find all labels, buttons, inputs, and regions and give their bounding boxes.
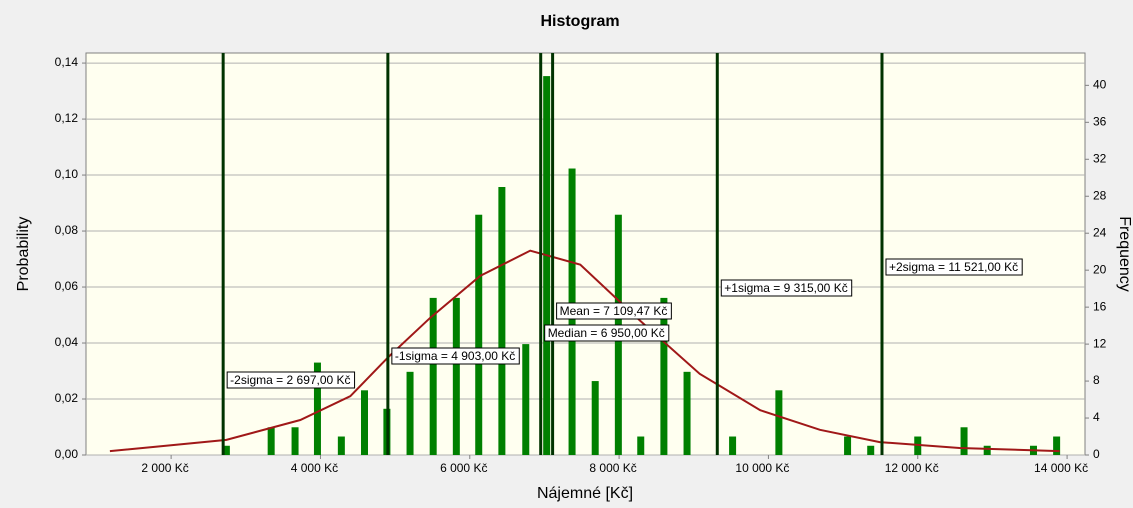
bar — [660, 297, 668, 455]
y-tick-label: 0,14 — [55, 55, 79, 69]
y2-tick-label: 4 — [1093, 410, 1100, 424]
y2-tick-label: 8 — [1093, 373, 1100, 387]
y-tick-label: 0,00 — [55, 447, 79, 461]
x-axis-label: Nájemné [Kč] — [537, 485, 633, 502]
x-tick-label: 12 000 Kč — [885, 461, 939, 475]
bar — [475, 214, 483, 455]
bar — [960, 427, 968, 455]
bar — [222, 445, 230, 455]
x-tick-label: 2 000 Kč — [141, 461, 188, 475]
marker-label: Median = 6 950,00 Kč — [544, 324, 670, 342]
chart-title: Histogram — [540, 13, 619, 30]
bar — [291, 427, 299, 455]
y2-tick-label: 0 — [1093, 447, 1100, 461]
marker-label: -1sigma = 4 903,00 Kč — [391, 347, 520, 365]
bar — [1053, 436, 1061, 455]
x-tick-label: 4 000 Kč — [291, 461, 338, 475]
label-box — [226, 371, 356, 389]
y2-tick-label: 28 — [1093, 188, 1107, 202]
label-box — [885, 258, 1023, 276]
x-tick-label: 8 000 Kč — [589, 461, 636, 475]
label-box — [720, 279, 853, 297]
label-text: Mean = 7 109,47 Kč — [560, 304, 668, 318]
x-tick-label: 6 000 Kč — [440, 461, 487, 475]
plot-area — [85, 52, 1086, 456]
label-text: +1sigma = 9 315,00 Kč — [724, 281, 847, 295]
y2-axis-label: Frequency — [1116, 216, 1133, 292]
y2-tick-label: 40 — [1093, 78, 1107, 92]
bar — [360, 390, 368, 455]
bar — [543, 76, 551, 455]
y2-tick-label: 32 — [1093, 151, 1107, 165]
bar — [983, 445, 991, 455]
y2-tick-label: 36 — [1093, 114, 1107, 128]
y-tick-label: 0,04 — [55, 335, 79, 349]
bar — [775, 390, 783, 455]
y-tick-label: 0,06 — [55, 279, 79, 293]
bar — [867, 445, 875, 455]
y-axis-label: Probability — [15, 217, 32, 292]
bar — [406, 371, 414, 455]
y2-tick-label: 20 — [1093, 262, 1107, 276]
bar — [729, 436, 737, 455]
label-box — [544, 324, 670, 342]
y2-tick-label: 12 — [1093, 336, 1107, 350]
label-text: +2sigma = 11 521,00 Kč — [889, 260, 1018, 274]
label-text: -1sigma = 4 903,00 Kč — [395, 349, 515, 363]
curve — [109, 249, 1060, 453]
marker-label: +2sigma = 11 521,00 Kč — [885, 258, 1023, 276]
marker-label: +1sigma = 9 315,00 Kč — [720, 279, 853, 297]
bar — [337, 436, 345, 455]
y-tick-label: 0,02 — [55, 391, 79, 405]
marker-label: Mean = 7 109,47 Kč — [556, 302, 672, 320]
bar — [522, 344, 530, 455]
y2-tick-label: 24 — [1093, 225, 1107, 239]
label-box — [556, 302, 672, 320]
bar — [498, 187, 506, 455]
y2-tick-label: 16 — [1093, 299, 1107, 313]
bar — [429, 297, 437, 455]
label-text: Median = 6 950,00 Kč — [548, 326, 665, 340]
x-tick-label: 10 000 Kč — [735, 461, 789, 475]
bar — [452, 297, 460, 455]
y-tick-label: 0,10 — [55, 167, 79, 181]
bar — [683, 371, 691, 455]
bar — [267, 427, 275, 455]
y-tick-label: 0,12 — [55, 111, 79, 125]
bar — [844, 436, 852, 455]
marker-label: -2sigma = 2 697,00 Kč — [226, 371, 356, 389]
label-box — [391, 347, 520, 365]
bar — [313, 362, 321, 455]
bar — [591, 381, 599, 455]
x-tick-label: 14 000 Kč — [1034, 461, 1088, 475]
y-tick-label: 0,08 — [55, 223, 79, 237]
bar — [637, 436, 645, 455]
label-text: -2sigma = 2 697,00 Kč — [230, 373, 350, 387]
